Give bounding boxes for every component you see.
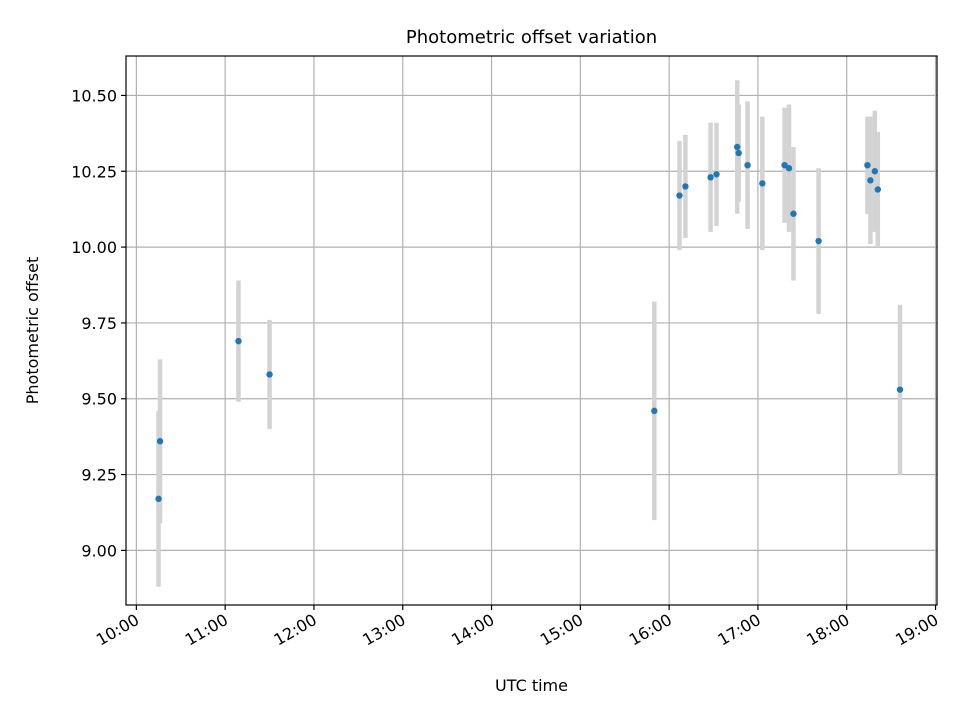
x-tick-label: 10:00 [93,610,142,650]
data-point [785,165,793,172]
data-point [735,149,742,157]
y-tick-label: 9.00 [81,541,117,560]
x-axis-label: UTC time [495,676,568,695]
data-point [713,171,720,178]
x-tick-label: 13:00 [359,610,408,650]
x-axis-ticks: 10:00 11:00 12:00 13:00 14:00 15:00 16:00 17:00… [93,605,942,650]
y-tick-label: 9.75 [81,314,117,333]
data-point [707,174,714,181]
y-tick-label: 10.25 [71,162,117,181]
x-tick-label: 14:00 [448,610,497,650]
x-tick-label: 16:00 [626,610,675,650]
data-point [682,183,689,190]
data-point [235,337,242,345]
data-point [871,168,879,175]
data-point [155,495,162,503]
x-tick-label: 15:00 [537,610,586,650]
x-tick-label: 18:00 [803,610,852,650]
data-point [864,161,871,169]
y-tick-label: 10.00 [71,238,117,257]
y-tick-label: 9.50 [81,390,117,409]
y-tick-label: 9.25 [81,466,117,485]
data-point [651,407,658,415]
data-point [759,180,766,187]
x-tick-label: 11:00 [182,610,231,650]
data-points [155,143,904,503]
x-tick-label: 17:00 [714,610,763,650]
error-bars [156,80,903,587]
data-point [744,161,751,169]
data-point [676,192,683,199]
data-point [156,438,164,445]
y-axis-label: Photometric offset [23,257,42,405]
data-point [867,177,874,184]
data-point [790,210,797,217]
y-axis-ticks: 9.00 9.25 9.50 9.75 10.00 10.25 10.50 [71,86,126,560]
x-tick-label: 12:00 [271,610,320,650]
data-point [896,386,904,393]
y-tick-label: 10.50 [71,86,117,105]
grid [126,56,937,605]
data-point [734,143,741,151]
data-point [874,186,882,193]
data-point [266,371,273,378]
chart-title: Photometric offset variation [406,27,657,48]
data-point [815,237,822,245]
plot-frame [125,55,938,606]
x-tick-label: 19:00 [892,610,941,650]
